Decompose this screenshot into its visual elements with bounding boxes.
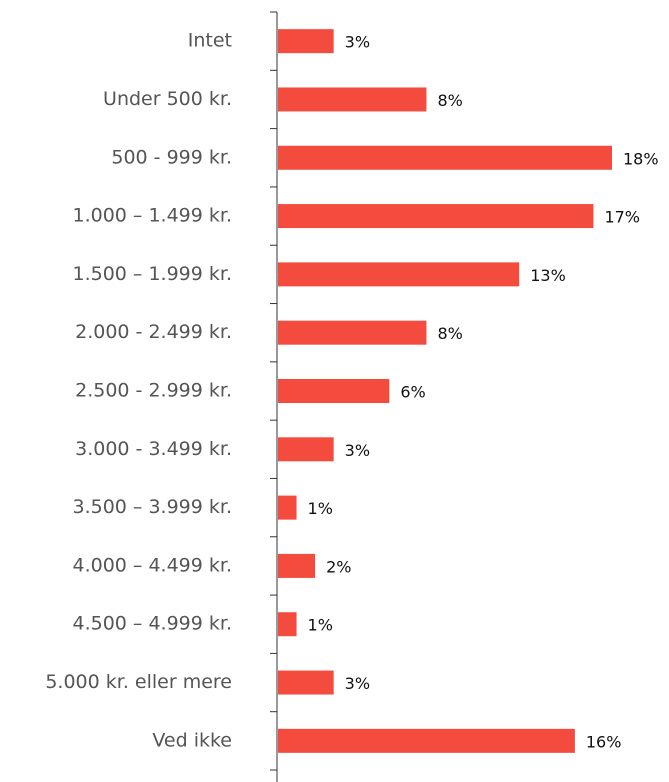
value-label: 8%: [437, 324, 462, 343]
bar: [278, 670, 334, 695]
value-label: 13%: [530, 266, 566, 285]
bar: [278, 87, 427, 112]
bar: [278, 262, 520, 287]
bar: [278, 29, 334, 54]
bar: [278, 495, 297, 520]
category-label: 2.500 - 2.999 kr.: [75, 380, 232, 402]
bar: [278, 145, 612, 170]
bar: [278, 320, 427, 345]
value-label: 6%: [400, 383, 425, 402]
value-label: 18%: [623, 149, 659, 168]
value-label: 8%: [437, 91, 462, 110]
category-label: Ved ikke: [152, 729, 232, 751]
value-label: 3%: [345, 33, 370, 52]
bar: [278, 728, 575, 753]
category-label: 3.000 - 3.499 kr.: [75, 438, 232, 460]
bar: [278, 612, 297, 637]
category-label: 2.000 - 2.499 kr.: [75, 321, 232, 343]
category-label: 1.000 – 1.499 kr.: [72, 205, 232, 227]
category-label: 1.500 – 1.999 kr.: [72, 263, 232, 285]
value-label: 1%: [308, 499, 333, 518]
bar: [278, 204, 594, 229]
bar: [278, 437, 334, 462]
category-label: Under 500 kr.: [103, 88, 232, 110]
value-label: 3%: [345, 674, 370, 693]
category-label: 4.500 – 4.999 kr.: [72, 613, 232, 635]
category-label: 5.000 kr. eller mere: [45, 671, 232, 693]
category-label: 500 - 999 kr.: [111, 146, 232, 168]
category-label: Intet: [188, 30, 232, 52]
bar: [278, 379, 390, 403]
category-label: 3.500 – 3.999 kr.: [72, 496, 232, 518]
bar: [278, 553, 316, 578]
value-label: 1%: [308, 616, 333, 635]
value-label: 16%: [586, 732, 622, 751]
value-label: 3%: [345, 441, 370, 460]
value-label: 17%: [604, 208, 640, 227]
value-label: 2%: [326, 557, 351, 576]
category-label: 4.000 – 4.499 kr.: [72, 554, 232, 576]
